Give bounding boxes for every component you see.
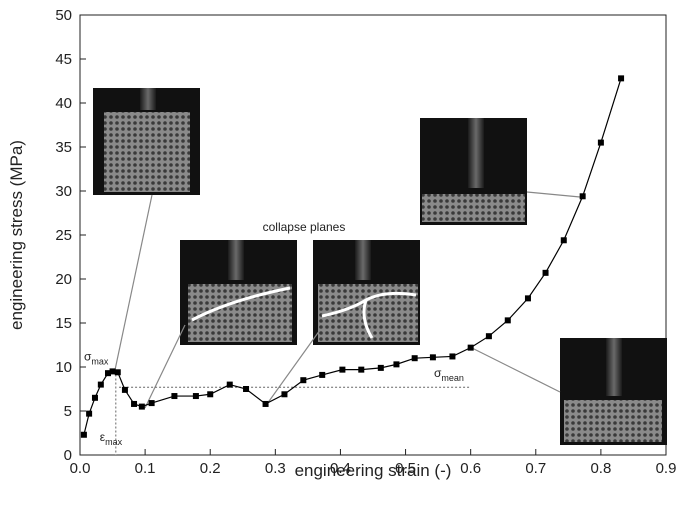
x-tick-label: 0.9 [656,460,677,477]
marker [138,403,145,410]
photo [313,240,420,345]
marker [114,369,121,376]
marker [504,317,511,324]
mean-label: σmean [434,366,464,383]
y-tick-label: 15 [55,315,72,332]
photo [93,88,200,195]
y-tick-label: 5 [64,403,72,420]
subscript: mean [441,373,464,383]
photo [180,240,297,345]
photo [560,338,667,445]
x-tick-label: 0.1 [135,460,156,477]
x-tick-label: 0.8 [590,460,611,477]
x-tick-label: 0.6 [460,460,481,477]
y-tick-label: 35 [55,139,72,156]
marker [429,354,436,361]
marker [300,377,307,384]
marker [485,333,492,340]
y-tick-label: 50 [55,7,72,24]
marker [192,393,199,400]
marker [377,364,384,371]
y-tick-label: 45 [55,51,72,68]
marker [80,431,87,438]
symbol: ε [100,430,106,444]
marker [339,366,346,373]
y-tick-label: 25 [55,227,72,244]
marker [97,381,104,388]
subscript: max [91,357,109,367]
marker [393,361,400,368]
marker [597,139,604,146]
marker [467,344,474,351]
marker [104,370,111,377]
marker [148,400,155,407]
symbol: σ [84,350,92,364]
marker [524,295,531,302]
inset-photos [93,88,667,445]
x-tick-label: 0.7 [525,460,546,477]
arrows [114,191,581,409]
y-tick-label: 40 [55,95,72,112]
subscript: max [105,437,123,447]
y-axis-label: engineering stress (MPa) [7,140,26,330]
marker [542,269,549,276]
photo [420,118,527,225]
max-strain-label: εmax [100,430,123,447]
marker [560,237,567,244]
y-tick-label: 30 [55,183,72,200]
y-tick-label: 20 [55,271,72,288]
marker [319,371,326,378]
marker [358,366,365,373]
marker [109,368,116,375]
marker [131,400,138,407]
marker [243,386,250,392]
marker [207,391,214,398]
x-tick-label: 0.0 [70,460,91,477]
marker [449,353,456,360]
marker [579,193,586,200]
x-tick-label: 0.2 [200,460,221,477]
x-tick-label: 0.5 [395,460,416,477]
marker [281,391,288,398]
marker [226,381,233,388]
marker [91,394,98,401]
x-tick-label: 0.3 [265,460,286,477]
x-axis-label: engineering strain (-) [295,461,452,480]
marker [121,386,128,393]
y-tick-label: 10 [55,359,72,376]
max-stress-label: σmax [84,350,109,367]
annotation: collapse planes [263,220,346,234]
marker [86,410,93,417]
marker [618,75,625,82]
marker [171,393,178,400]
marker [411,355,418,362]
y-tick-label: 0 [64,447,72,464]
symbol: σ [434,366,442,380]
x-tick-label: 0.4 [330,460,351,477]
marker [262,400,269,407]
